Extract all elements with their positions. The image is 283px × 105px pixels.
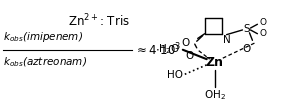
Text: O: O xyxy=(260,18,266,27)
Text: $\approx 4{\cdot}10^{3}$: $\approx 4{\cdot}10^{3}$ xyxy=(134,41,181,58)
Text: N: N xyxy=(223,35,230,45)
Text: $k_{obs}$(aztreonam): $k_{obs}$(aztreonam) xyxy=(3,55,87,69)
Text: OH$_2$: OH$_2$ xyxy=(204,88,226,102)
Text: O: O xyxy=(185,51,194,61)
Text: H$_2$O: H$_2$O xyxy=(158,42,181,56)
Text: O: O xyxy=(242,44,250,54)
Text: Zn$^{2+}$: Tris: Zn$^{2+}$: Tris xyxy=(68,13,130,30)
Text: HO: HO xyxy=(167,70,183,80)
Text: O: O xyxy=(181,38,190,48)
Text: S: S xyxy=(243,24,250,34)
Text: Zn: Zn xyxy=(206,56,224,68)
Text: $k_{obs}$(imipenem): $k_{obs}$(imipenem) xyxy=(3,30,83,44)
Text: O: O xyxy=(260,29,266,38)
